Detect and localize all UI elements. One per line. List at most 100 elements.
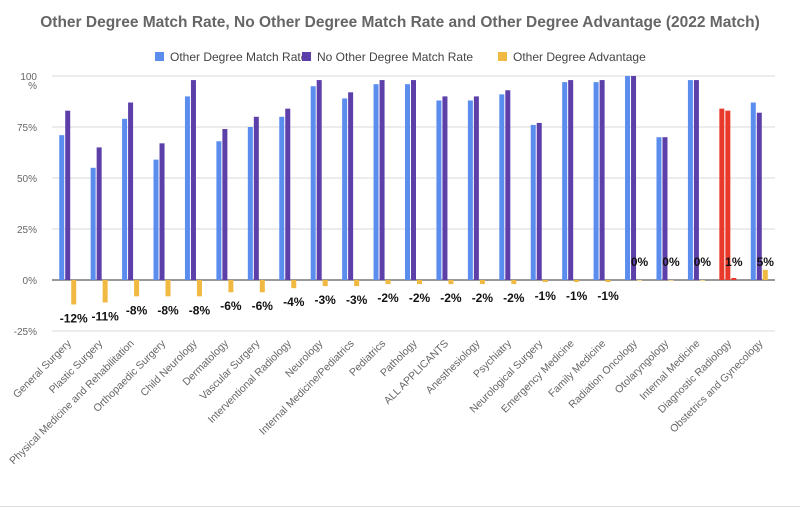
bottom-divider — [0, 506, 800, 507]
bar-no-other-degree — [442, 96, 448, 281]
x-tick-label: Physical Medicine and Rehabilitation — [7, 338, 137, 468]
bar-other-degree — [562, 82, 568, 281]
y-tick-label: -25% — [14, 327, 37, 338]
bar-no-other-degree — [568, 80, 574, 280]
bar-advantage — [102, 280, 108, 303]
bar-advantage — [762, 269, 768, 280]
bar-advantage — [448, 280, 454, 285]
data-label: -2% — [377, 291, 399, 305]
x-tick-label: Anesthesiology — [424, 337, 483, 396]
bar-no-other-degree — [505, 90, 511, 280]
data-label: -6% — [252, 299, 274, 313]
legend-label: Other Degree Match Rate — [170, 50, 308, 64]
data-label: 0% — [631, 255, 649, 269]
bar-other-degree — [405, 84, 410, 280]
bar-other-degree — [467, 100, 473, 280]
bar-no-other-degree — [599, 80, 605, 280]
bar-advantage — [134, 280, 140, 297]
data-label: -3% — [315, 293, 337, 307]
data-label: -6% — [220, 299, 242, 313]
bar-no-other-degree — [316, 80, 322, 280]
data-label: -1% — [597, 289, 619, 303]
y-tick-label: 50% — [17, 174, 37, 185]
bar-advantage — [417, 280, 422, 285]
bar-other-degree — [436, 100, 442, 280]
bar-other-degree — [279, 116, 285, 280]
bar-advantage — [196, 280, 202, 297]
bar-no-other-degree — [379, 80, 385, 280]
data-label: -12% — [60, 311, 88, 325]
bar-no-other-degree — [473, 96, 479, 281]
bar-other-degree — [499, 94, 505, 280]
bar-advantage — [511, 280, 517, 285]
legend: Other Degree Match Rate No Other Degree M… — [155, 50, 646, 64]
data-label: 5% — [757, 255, 775, 269]
bar-other-degree — [247, 127, 253, 280]
legend-swatch — [302, 52, 311, 61]
legend-label: Other Degree Advantage — [513, 50, 646, 64]
data-label: -2% — [440, 291, 462, 305]
legend-swatch — [155, 52, 164, 61]
data-label: 1% — [725, 255, 743, 269]
bar-advantage — [699, 280, 705, 281]
bar-advantage — [322, 280, 328, 287]
data-label: -8% — [189, 303, 211, 317]
bar-no-other-degree — [725, 110, 731, 281]
bar-other-degree — [216, 141, 222, 280]
bars — [59, 76, 768, 305]
data-label: -4% — [283, 295, 305, 309]
bar-other-degree — [184, 96, 190, 281]
data-label: -3% — [346, 293, 368, 307]
data-label: -8% — [157, 303, 179, 317]
y-axis: 100 % 75% 50% 25% 0% -25% — [14, 72, 38, 338]
bar-no-other-degree — [128, 102, 134, 281]
bar-no-other-degree — [411, 80, 416, 280]
bar-no-other-degree — [536, 122, 542, 280]
legend-swatch — [498, 52, 507, 61]
bar-no-other-degree — [190, 80, 196, 280]
bar-advantage — [385, 280, 391, 285]
data-label: -8% — [126, 303, 148, 317]
bar-advantage — [668, 280, 674, 281]
bar-other-degree — [687, 80, 693, 280]
bar-advantage — [259, 280, 265, 293]
bar-no-other-degree — [285, 108, 291, 280]
bar-advantage — [165, 280, 171, 297]
bar-other-degree — [59, 135, 65, 280]
bar-other-degree — [90, 167, 96, 280]
bar-no-other-degree — [756, 112, 762, 280]
bar-other-degree — [625, 76, 631, 280]
bar-no-other-degree — [693, 80, 699, 280]
bar-other-degree — [373, 84, 379, 280]
legend-item: Other Degree Advantage — [498, 50, 646, 64]
bar-other-degree — [750, 102, 756, 281]
y-tick-label: 25% — [17, 225, 37, 236]
bar-other-degree — [122, 118, 128, 280]
bar-no-other-degree — [253, 116, 259, 280]
data-label: -2% — [472, 291, 494, 305]
data-label: -11% — [91, 309, 119, 323]
bar-other-degree — [342, 98, 348, 280]
bar-advantage — [71, 280, 77, 305]
data-label: -1% — [535, 289, 557, 303]
bar-other-degree — [656, 137, 662, 280]
bar-advantage — [731, 277, 737, 280]
bar-advantage — [228, 280, 234, 293]
bar-other-degree — [593, 82, 599, 281]
bar-no-other-degree — [348, 92, 354, 280]
data-label: -1% — [566, 289, 588, 303]
bar-no-other-degree — [96, 147, 102, 280]
bar-advantage — [479, 280, 485, 285]
legend-item: Other Degree Match Rate — [155, 50, 308, 64]
bar-advantage — [291, 280, 297, 289]
bar-no-other-degree — [222, 129, 228, 280]
bar-no-other-degree — [631, 76, 637, 280]
bar-other-degree — [153, 159, 159, 280]
data-label: 0% — [694, 255, 712, 269]
bar-no-other-degree — [65, 110, 71, 281]
bar-advantage — [574, 280, 580, 283]
bar-advantage — [542, 280, 548, 283]
